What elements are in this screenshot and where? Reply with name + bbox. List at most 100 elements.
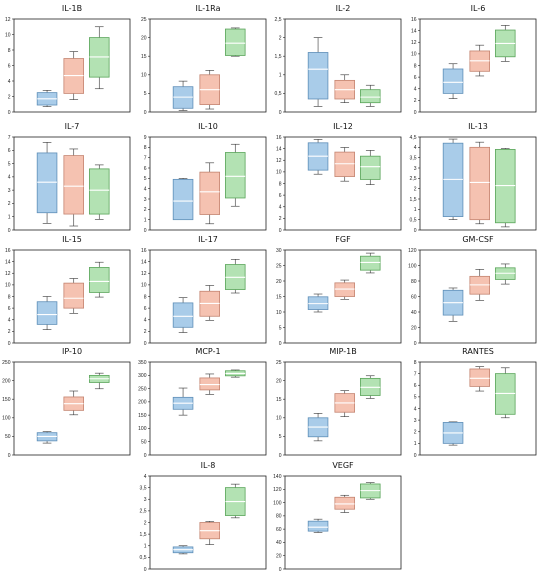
y-tick-label-mip-1b: 15 <box>276 397 282 403</box>
panel-il-12: IL-12 0 2 4 6 8 10 12 14 16 <box>276 122 402 234</box>
y-tick-label-il-10: 8 <box>144 145 147 151</box>
y-tick-label-il-17: 12 <box>141 271 147 277</box>
panel-mcp-1: MCP-1 0 50 100 150 200 250 300 350 <box>138 347 267 459</box>
panel-title-mcp-1: MCP-1 <box>195 347 220 356</box>
y-tick-label-il-13: 4 <box>414 145 417 151</box>
y-tick-label-mip-1b: 0 <box>279 453 282 459</box>
box-body <box>63 155 85 215</box>
y-tick-label-il-2: 1 <box>279 73 282 79</box>
y-tick-label-vegf: 0 <box>279 567 282 573</box>
y-tick-label-il-7: 0 <box>8 228 11 234</box>
y-tick-label-fgf: 30 <box>276 248 282 254</box>
y-tick-label-gm-csf: 100 <box>408 263 417 269</box>
y-tick-label-mip-1b: 25 <box>276 360 282 366</box>
y-tick-label-il-12: 8 <box>279 181 282 187</box>
plot-frame-il-13 <box>419 136 537 231</box>
panel-title-il-13: IL-13 <box>468 122 488 131</box>
box-il-8-green <box>224 483 246 519</box>
y-tick-label-il-6: 8 <box>414 63 417 69</box>
y-tick-label-vegf: 140 <box>273 474 282 480</box>
y-tick-label-il-2: 1,5 <box>275 54 282 60</box>
panel-title-il-12: IL-12 <box>333 122 353 131</box>
y-tick-label-vegf: 20 <box>276 554 282 560</box>
y-tick-label-ip-10: 250 <box>2 360 11 366</box>
box-fgf-blue <box>307 293 329 313</box>
y-tick-label-il-15: 2 <box>8 329 11 335</box>
y-tick-label-il-8: 3 <box>144 497 147 503</box>
box-mcp-1-blue <box>172 387 194 416</box>
y-tick-label-il-17: 14 <box>141 259 147 265</box>
y-tick-label-il-10: 2 <box>144 207 147 213</box>
box-mcp-1-red <box>199 373 221 395</box>
box-vegf-red <box>334 494 356 513</box>
box-il-6-blue <box>442 63 464 99</box>
box-body <box>494 373 516 415</box>
y-tick-label-il-15: 6 <box>8 306 11 312</box>
y-tick-label-il-6: 10 <box>411 52 417 58</box>
box-il-12-blue <box>307 139 329 175</box>
y-tick-label-il-10: 9 <box>144 135 147 141</box>
box-il-1b-red <box>63 51 85 100</box>
y-tick-label-rantes: 3 <box>414 418 417 424</box>
y-tick-label-il-12: 2 <box>279 216 282 222</box>
y-tick-label-vegf: 80 <box>276 514 282 520</box>
y-tick-label-il-1b: 6 <box>8 63 11 69</box>
y-tick-label-mip-1b: 20 <box>276 378 282 384</box>
y-tick-label-rantes: 7 <box>414 371 417 377</box>
box-il-7-green <box>89 164 110 220</box>
y-tick-label-il-10: 3 <box>144 197 147 203</box>
y-tick-label-il-1ra: 0 <box>144 110 147 116</box>
y-tick-label-il-15: 12 <box>5 271 11 277</box>
panel-title-mip-1b: MIP-1B <box>329 347 356 356</box>
box-body <box>359 89 381 104</box>
y-tick-label-il-12: 10 <box>276 170 282 176</box>
y-tick-label-ip-10: 200 <box>2 378 11 384</box>
y-tick-label-il-12: 14 <box>276 146 282 152</box>
y-tick-label-il-2: 0 <box>279 110 282 116</box>
y-tick-label-ip-10: 0 <box>8 453 11 459</box>
box-fgf-green <box>359 252 381 274</box>
plot-frame-il-10 <box>149 136 267 231</box>
box-il-10-blue <box>172 178 194 221</box>
y-tick-label-il-1ra: 5 <box>144 91 147 97</box>
panel-il-2: IL-2 0 0,5 1 1,5 2 2,5 <box>275 4 402 116</box>
y-tick-label-mcp-1: 200 <box>138 400 147 406</box>
y-tick-label-il-15: 8 <box>8 294 11 300</box>
y-tick-label-il-6: 0 <box>414 110 417 116</box>
y-tick-label-vegf: 40 <box>276 540 282 546</box>
y-tick-label-il-10: 0 <box>144 228 147 234</box>
y-tick-label-il-1b: 10 <box>5 32 11 38</box>
y-tick-label-il-15: 16 <box>5 248 11 254</box>
box-il-6-green <box>494 25 516 62</box>
y-tick-label-il-6: 14 <box>411 28 417 34</box>
y-tick-label-gm-csf: 120 <box>408 248 417 254</box>
box-fgf-red <box>334 279 356 300</box>
box-ip-10-blue <box>36 431 58 444</box>
panel-ip-10: IP-10 0 50 100 150 200 250 <box>2 347 131 459</box>
y-tick-label-il-15: 10 <box>5 283 11 289</box>
y-tick-label-fgf: 5 <box>279 325 282 331</box>
y-tick-label-fgf: 0 <box>279 341 282 347</box>
y-tick-label-il-8: 0 <box>144 567 147 573</box>
panel-title-il-8: IL-8 <box>201 461 216 470</box>
y-tick-label-mcp-1: 150 <box>138 413 147 419</box>
y-tick-label-il-13: 2,5 <box>410 176 417 182</box>
y-tick-label-il-10: 5 <box>144 176 147 182</box>
y-tick-label-gm-csf: 20 <box>411 325 417 331</box>
box-il-10-red <box>199 162 221 225</box>
box-il-2-green <box>359 84 381 107</box>
y-tick-label-fgf: 10 <box>276 310 282 316</box>
box-vegf-green <box>359 482 381 500</box>
plot-frame-mcp-1 <box>149 361 267 456</box>
y-tick-label-il-6: 16 <box>411 17 417 23</box>
box-body <box>334 151 356 177</box>
box-il-2-red <box>334 74 356 103</box>
y-tick-label-il-8: 3,5 <box>140 485 147 491</box>
y-tick-label-il-13: 3 <box>414 166 417 172</box>
panel-title-il-15: IL-15 <box>62 235 82 244</box>
y-tick-label-il-1b: 0 <box>8 110 11 116</box>
panel-mip-1b: MIP-1B 0 5 10 15 20 25 <box>276 347 402 459</box>
box-ip-10-green <box>89 372 110 390</box>
y-tick-label-il-15: 14 <box>5 259 11 265</box>
y-tick-label-il-13: 3,5 <box>410 155 417 161</box>
